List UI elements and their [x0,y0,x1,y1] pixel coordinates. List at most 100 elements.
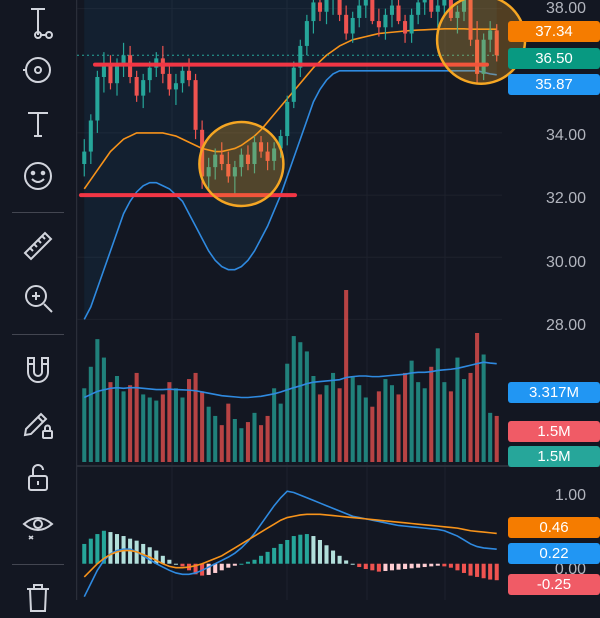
ma-price-label: 37.34 [508,21,600,42]
candle-body [403,21,408,34]
macd-histogram-bar [383,563,388,571]
magnet-icon[interactable] [14,348,62,392]
macd-histogram-bar [232,563,237,566]
macd-histogram-bar [455,563,460,571]
ruler-icon[interactable] [14,224,62,268]
volume-bar [226,403,231,462]
candle-body [435,5,440,12]
volume-bar [344,290,349,462]
lock-drawing-icon[interactable] [14,402,62,446]
volume-bar [232,419,237,462]
volume-bar [455,357,460,462]
volume-bar [219,425,224,462]
macd-histogram-bar [291,536,296,564]
candle-body [370,0,375,22]
macd-histogram-bar [147,547,152,564]
text-icon[interactable] [14,102,62,146]
candle-body [389,5,395,15]
volume-bar [435,348,440,462]
candle-body [409,14,414,34]
candle-body [245,154,250,164]
volume-bar [298,342,303,462]
bollinger-lower-line [83,69,497,320]
macd-histogram-bar [88,538,93,564]
volume-bar [88,366,93,462]
volume-bar [442,382,447,462]
price-tick: 30.00 [545,254,586,271]
candle-body [173,83,178,90]
macd-histogram-bar [324,545,329,564]
macd-histogram-bar [114,534,120,564]
volume-bar [141,394,146,462]
trend-line-icon[interactable] [14,0,62,44]
macd-histogram-bar [193,563,198,575]
macd-histogram-bar [272,547,277,564]
volume-bar [461,379,467,462]
candle-body [481,39,486,74]
candle-body [278,136,283,149]
candle-body [475,39,480,74]
emoji-icon[interactable] [14,154,62,198]
candle-body [291,67,296,102]
eye-icon[interactable] [14,504,62,548]
candle-body [213,154,218,168]
volume-bar [265,415,270,462]
trash-icon[interactable] [14,574,62,618]
volume-bar [337,388,342,462]
volume-bar [350,376,355,462]
volume-bar [272,388,277,462]
candle-body [200,129,205,177]
candle-body [357,5,362,18]
candle-body [461,0,467,12]
volume-bar [252,412,257,462]
candle-body [226,164,231,177]
candle-body [265,151,270,161]
volume-bar [370,406,375,462]
macd-histogram-bar [206,563,211,575]
macd-histogram-bar [298,534,303,564]
chart-area[interactable]: 38.00 34.00 32.00 30.00 28.00 37.34 36.5… [76,0,600,600]
volume-bar [147,397,152,462]
price-tick: 38.00 [545,0,586,17]
volume-bar [128,385,133,462]
volume-bar [134,372,139,462]
candle-body [304,21,309,46]
volume-bar [468,372,473,462]
volume-bar [494,415,499,462]
macd-histogram-bar [448,563,453,568]
candle-body [468,0,473,40]
volume-bar [180,397,185,462]
unlock-icon[interactable] [14,456,62,500]
candle-body [180,70,185,84]
candle-body [206,167,211,177]
volume-bar [101,357,106,462]
candle-body [108,64,113,84]
volume-bar [357,385,362,462]
volume-bar [173,388,178,462]
macd-histogram-bar [468,563,473,576]
macd-histogram-bar [173,563,178,565]
volume-bar [82,388,87,462]
zoom-in-icon[interactable] [14,276,62,320]
volume-average-line [83,361,497,399]
candle-body [317,2,322,12]
macd-histogram-bar [167,559,172,564]
volume-bar [409,360,414,462]
pattern-icon[interactable] [14,48,62,92]
candle-body [337,0,342,15]
macd-histogram-bar [108,532,113,564]
macd-histogram-bar [160,555,165,564]
macd-histogram-bar [259,555,264,564]
candle-body [167,73,172,90]
volume-bar [154,400,159,462]
signal-line [83,513,497,578]
price-chart[interactable] [76,0,600,600]
macd-histogram-bar [475,563,480,577]
volume-bar [108,382,113,462]
volume-bar [311,376,316,462]
macd-histogram-bar [481,563,486,579]
last-price-label: 36.50 [508,48,600,69]
lower-band-label: 35.87 [508,74,600,95]
macd-hist-label: -0.25 [508,574,600,595]
candle-body [147,67,152,81]
